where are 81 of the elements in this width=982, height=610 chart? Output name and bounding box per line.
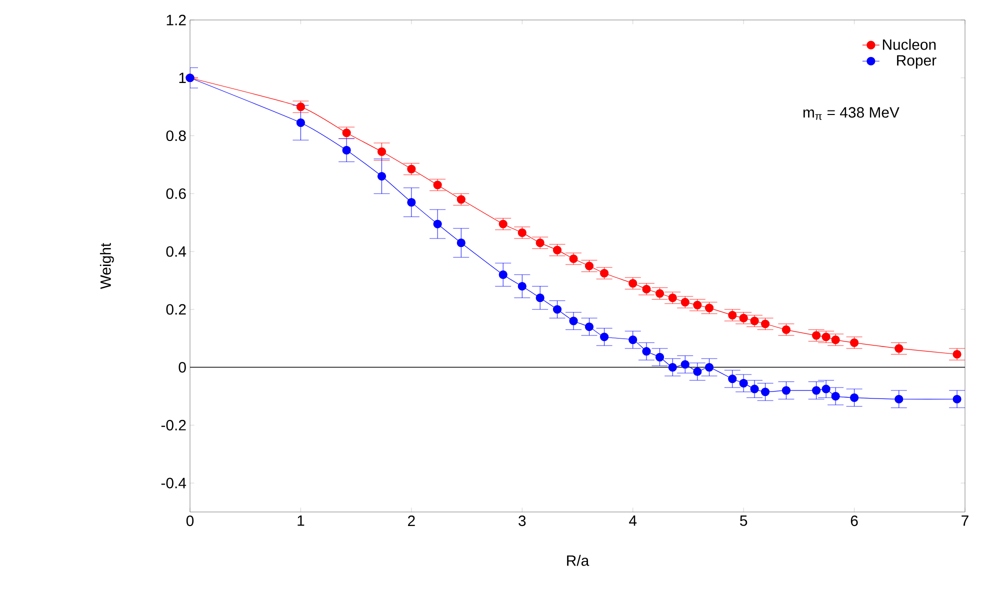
point: [642, 347, 651, 356]
point: [569, 254, 578, 264]
point: [894, 394, 904, 404]
point: [433, 220, 442, 228]
point: [628, 335, 638, 344]
point: [739, 378, 748, 388]
point: [600, 268, 609, 278]
point: [750, 384, 759, 394]
annotation: m$_{π}$ = 438 MeV: [803, 107, 900, 120]
point: [407, 198, 416, 207]
x-tick-label: 3: [518, 516, 526, 526]
point: [668, 362, 677, 372]
point: [433, 180, 442, 190]
legend-label: Nucleon: [882, 38, 936, 50]
point: [728, 310, 737, 320]
x-tick-label: 4: [629, 516, 637, 526]
y-tick-label: 0.6: [166, 188, 186, 199]
x-tick-label: 1: [298, 516, 304, 526]
point: [704, 362, 714, 372]
point: [456, 238, 466, 248]
point: [569, 316, 578, 326]
point: [668, 294, 677, 302]
x-tick-label: 7: [962, 516, 968, 526]
point: [456, 195, 466, 204]
point: [296, 118, 306, 128]
point: [822, 384, 830, 394]
point: [760, 320, 770, 328]
point: [655, 289, 664, 298]
point: [952, 394, 962, 404]
point: [704, 304, 714, 312]
point: [552, 246, 562, 254]
legend-label: Roper: [897, 55, 936, 69]
y-tick-label: -0.2: [161, 420, 186, 430]
point: [642, 284, 651, 294]
point: [655, 352, 664, 362]
point: [850, 338, 859, 347]
point: [693, 300, 702, 310]
y-tick-label: 1.2: [166, 14, 186, 26]
y-tick-label: 0.8: [166, 130, 186, 142]
point: [498, 270, 508, 279]
point: [680, 298, 690, 306]
point: [850, 393, 859, 402]
y-tick-label: 0: [178, 362, 186, 373]
point: [584, 262, 594, 270]
point: [739, 314, 748, 322]
y-axis-title: Weight: [100, 242, 114, 290]
point: [693, 367, 702, 376]
point: [584, 322, 594, 332]
point: [782, 386, 790, 395]
x-tick-label: 5: [740, 516, 748, 526]
point: [760, 388, 770, 396]
point: [894, 344, 904, 353]
point: [750, 316, 759, 326]
point: [518, 228, 526, 237]
point: [342, 146, 351, 155]
point: [536, 238, 544, 248]
point: [600, 332, 609, 342]
x-axis-title: R/a: [567, 554, 590, 566]
point: [831, 392, 840, 401]
point: [518, 282, 526, 291]
point: [536, 294, 544, 302]
y-tick-label: 1: [179, 72, 186, 84]
point: [498, 220, 508, 228]
y-tick-label: 0.2: [166, 304, 186, 315]
x-tick-label: 6: [850, 516, 858, 526]
point: [782, 325, 790, 334]
point: [407, 164, 416, 174]
point: [831, 335, 840, 344]
point: [342, 128, 351, 138]
point: [812, 386, 821, 395]
point: [680, 360, 690, 369]
y-tick-label: -0.4: [161, 478, 186, 488]
x-tick-label: 2: [408, 516, 415, 526]
y-tick-label: 0.4: [166, 246, 186, 257]
point: [296, 102, 306, 112]
point: [377, 147, 386, 156]
point: [628, 279, 638, 288]
x-tick-label: 0: [186, 516, 194, 526]
point: [377, 172, 386, 181]
point: [552, 305, 562, 314]
point: [728, 374, 737, 384]
